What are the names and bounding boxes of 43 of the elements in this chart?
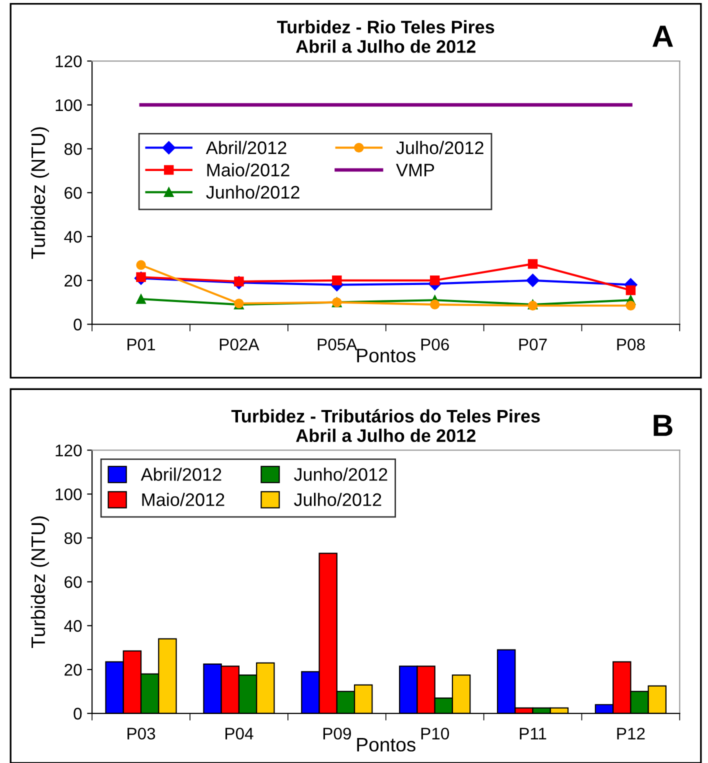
x-tick-label: P01 <box>128 338 156 350</box>
y-tick-label: 120 <box>56 444 82 456</box>
legend-label: VMP <box>396 164 434 176</box>
y-tick-label: 0 <box>74 708 82 720</box>
chart-title: Turbidez - Rio Teles Pires Abril a Julho de 2012 <box>277 20 494 53</box>
y-tick-label: 0 <box>74 318 82 330</box>
y-tick-label: 40 <box>64 620 82 632</box>
y-tick-label: 100 <box>56 99 82 112</box>
text: A <box>652 26 673 47</box>
y-tick-label: 60 <box>64 576 82 588</box>
legend-label: Maio/2012 <box>142 492 224 506</box>
x-tick-label: P06 <box>421 338 449 350</box>
legend-label: Julho/2012 <box>396 140 484 154</box>
y-tick-label: 40 <box>64 230 82 243</box>
y-axis-title: Turbidez (NTU) <box>30 516 49 648</box>
legend-label: Abril/2012 <box>206 140 286 154</box>
x-axis-title: Pontos <box>357 738 416 752</box>
legend-label: Junho/2012 <box>206 185 300 199</box>
x-tick-label: P11 <box>520 728 546 740</box>
text: B <box>654 414 672 436</box>
x-tick-label: P02A <box>220 338 260 350</box>
y-tick-label: 100 <box>56 488 82 500</box>
x-tick-label: P12 <box>617 728 645 740</box>
x-tick-label: P04 <box>225 728 254 740</box>
y-tick-label: 60 <box>64 187 82 199</box>
x-axis-title: Pontos <box>357 348 416 362</box>
x-tick-label: P10 <box>421 728 450 740</box>
y-axis-title: Turbidez (NTU) <box>30 127 49 259</box>
x-tick-label: P05A <box>318 338 358 350</box>
legend-label: Abril/2012 <box>140 468 222 481</box>
x-tick-label: P07 <box>519 338 547 350</box>
y-tick-label: 20 <box>64 274 82 287</box>
legend-label: Julho/2012 <box>294 492 382 506</box>
legend-label: Maio/2012 <box>207 163 290 176</box>
legend-label: Junho/2012 <box>294 468 388 481</box>
y-tick-label: 120 <box>56 55 82 68</box>
x-tick-label: P03 <box>128 728 156 740</box>
y-tick-label: 80 <box>64 532 82 544</box>
y-tick-label: 20 <box>64 664 82 676</box>
y-tick-label: 80 <box>64 143 82 155</box>
x-tick-label: P09 <box>323 728 351 740</box>
chart-title: Turbidez - Tributários do Teles Pires Abril a Julho de 2012 <box>231 409 540 442</box>
x-tick-label: P08 <box>617 338 645 350</box>
